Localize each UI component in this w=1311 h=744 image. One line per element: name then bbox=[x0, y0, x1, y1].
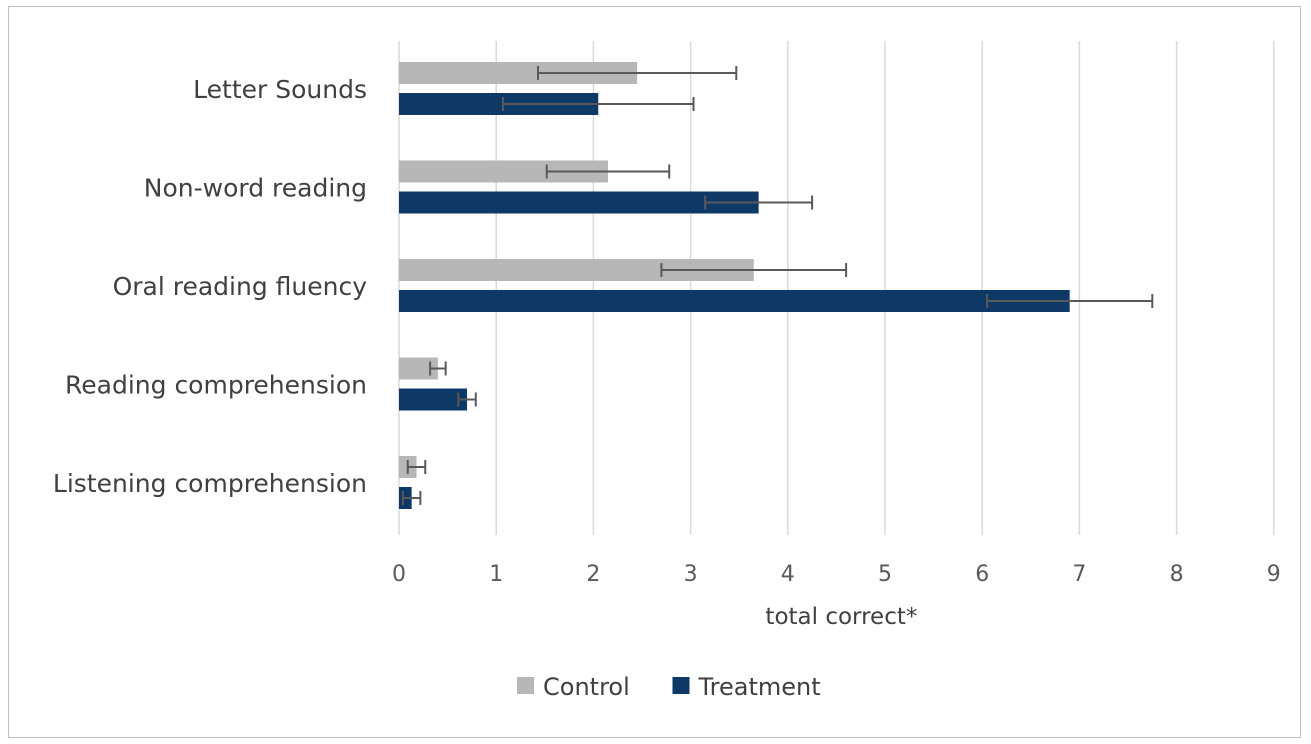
error-bar-control-letter-sounds bbox=[536, 66, 738, 80]
x-tick-labels: 0 1 2 3 4 5 6 7 8 9 bbox=[392, 562, 1281, 587]
x-tick-label: 4 bbox=[781, 562, 795, 587]
x-axis-title: total correct* bbox=[765, 604, 917, 630]
legend-swatch-treatment bbox=[672, 677, 690, 694]
x-tick-label: 8 bbox=[1170, 562, 1184, 587]
gridlines bbox=[398, 41, 1275, 535]
error-bar-treatment-listening-comprehension bbox=[401, 491, 422, 505]
error-bar-treatment-oral-reading-fluency bbox=[986, 294, 1154, 308]
legend: Control Treatment bbox=[517, 673, 821, 701]
x-tick-label: 0 bbox=[392, 562, 406, 587]
x-tick-label: 6 bbox=[975, 562, 989, 587]
bars bbox=[399, 62, 1070, 509]
legend-swatch-control bbox=[517, 677, 534, 694]
x-tick-label: 1 bbox=[489, 562, 503, 587]
bar-treatment-oral-reading-fluency bbox=[399, 290, 1070, 312]
category-label-listening-comprehension: Listening comprehension bbox=[53, 469, 367, 498]
category-label-oral-reading-fluency: Oral reading fluency bbox=[113, 272, 368, 301]
bar-treatment-non-word-reading bbox=[399, 191, 759, 214]
x-tick-label: 3 bbox=[684, 562, 698, 587]
bar-control-non-word-reading bbox=[399, 160, 608, 183]
bar-treatment-letter-sounds bbox=[399, 93, 599, 115]
category-label-reading-comprehension: Reading comprehension bbox=[65, 371, 367, 400]
x-tick-label: 5 bbox=[878, 562, 892, 587]
error-bar-treatment-letter-sounds bbox=[502, 97, 695, 111]
error-bar-treatment-non-word-reading bbox=[704, 195, 814, 210]
category-label-letter-sounds: Letter Sounds bbox=[193, 75, 367, 104]
legend-label-treatment: Treatment bbox=[698, 673, 821, 701]
category-labels: Letter Sounds Non-word reading Oral readin… bbox=[53, 75, 367, 498]
error-bar-treatment-reading-comprehension bbox=[457, 392, 477, 407]
bar-control-oral-reading-fluency bbox=[399, 259, 754, 281]
error-bar-control-listening-comprehension bbox=[406, 460, 427, 474]
chart-frame: Letter Sounds Non-word reading Oral readin… bbox=[8, 6, 1301, 738]
legend-label-control: Control bbox=[543, 673, 630, 701]
error-bars bbox=[401, 66, 1154, 505]
error-bar-control-non-word-reading bbox=[545, 164, 671, 179]
x-tick-label: 9 bbox=[1267, 562, 1281, 587]
error-bar-control-reading-comprehension bbox=[429, 361, 447, 376]
x-tick-label: 7 bbox=[1072, 562, 1086, 587]
bar-control-letter-sounds bbox=[399, 62, 638, 84]
x-tick-label: 2 bbox=[586, 562, 600, 587]
category-label-non-word-reading: Non-word reading bbox=[144, 174, 367, 203]
bar-control-reading-comprehension bbox=[399, 357, 438, 380]
bar-chart: Letter Sounds Non-word reading Oral readin… bbox=[53, 41, 1281, 701]
bar-treatment-reading-comprehension bbox=[399, 388, 468, 411]
error-bar-control-oral-reading-fluency bbox=[660, 263, 848, 277]
